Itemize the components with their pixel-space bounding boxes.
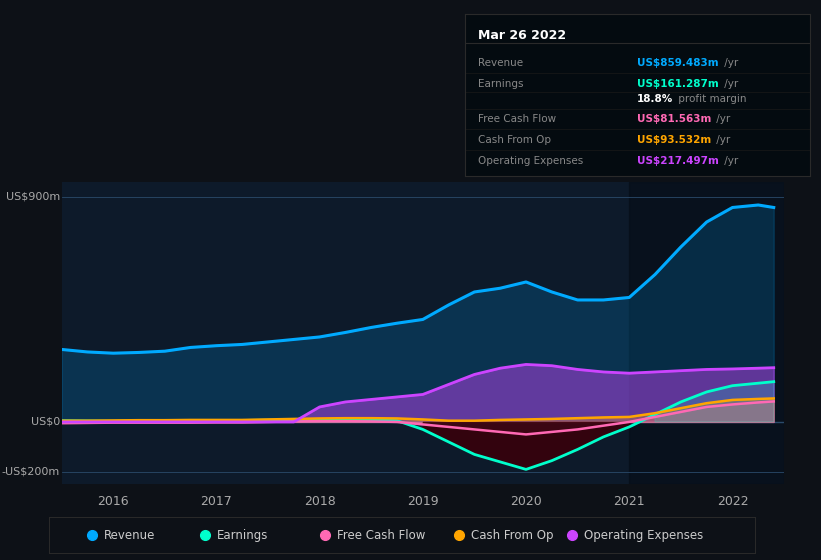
Text: US$0: US$0 xyxy=(30,417,60,427)
Text: Cash From Op: Cash From Op xyxy=(479,135,552,145)
Text: US$161.287m: US$161.287m xyxy=(637,79,719,89)
Text: /yr: /yr xyxy=(721,79,738,89)
Text: 18.8%: 18.8% xyxy=(637,94,673,104)
Text: profit margin: profit margin xyxy=(675,94,746,104)
Text: Operating Expenses: Operating Expenses xyxy=(479,156,584,166)
Text: US$859.483m: US$859.483m xyxy=(637,58,718,68)
Text: /yr: /yr xyxy=(721,156,738,166)
Text: US$900m: US$900m xyxy=(6,192,60,202)
Text: /yr: /yr xyxy=(713,135,730,145)
Text: US$217.497m: US$217.497m xyxy=(637,156,719,166)
Text: /yr: /yr xyxy=(721,58,738,68)
Text: US$81.563m: US$81.563m xyxy=(637,114,712,124)
Text: Mar 26 2022: Mar 26 2022 xyxy=(479,29,566,41)
Text: US$93.532m: US$93.532m xyxy=(637,135,711,145)
Text: Revenue: Revenue xyxy=(104,529,156,542)
Text: Revenue: Revenue xyxy=(479,58,524,68)
Text: -US$200m: -US$200m xyxy=(2,467,60,477)
Bar xyxy=(629,182,784,484)
Text: Earnings: Earnings xyxy=(479,79,524,89)
Text: Cash From Op: Cash From Op xyxy=(471,529,554,542)
Text: /yr: /yr xyxy=(713,114,730,124)
Text: Operating Expenses: Operating Expenses xyxy=(585,529,704,542)
Text: Free Cash Flow: Free Cash Flow xyxy=(337,529,426,542)
Text: Free Cash Flow: Free Cash Flow xyxy=(479,114,557,124)
Text: Earnings: Earnings xyxy=(218,529,268,542)
